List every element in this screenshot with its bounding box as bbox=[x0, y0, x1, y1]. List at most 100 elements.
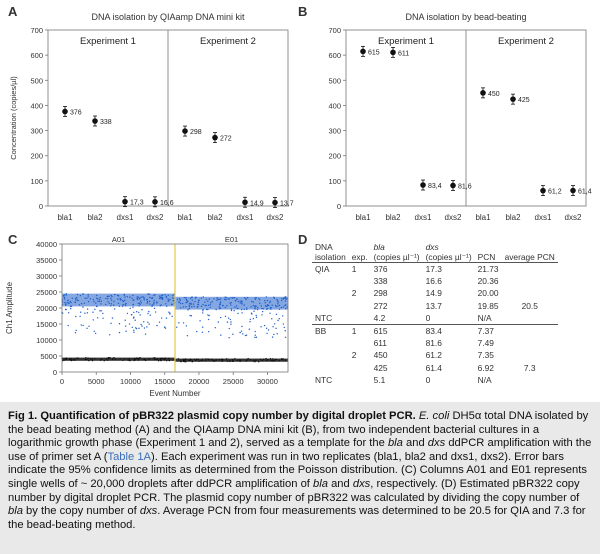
data-point bbox=[540, 187, 546, 194]
droplet bbox=[106, 359, 109, 361]
droplet bbox=[109, 357, 111, 359]
droplet bbox=[285, 308, 287, 310]
droplet bbox=[113, 356, 115, 359]
droplet bbox=[267, 329, 270, 331]
droplet bbox=[217, 321, 219, 323]
x-tick-label: 15000 bbox=[154, 377, 175, 386]
droplet bbox=[229, 302, 231, 304]
droplet bbox=[239, 360, 241, 363]
droplet bbox=[156, 324, 158, 327]
data-label: 615 bbox=[368, 49, 380, 56]
droplet bbox=[257, 307, 259, 309]
droplet bbox=[65, 294, 67, 296]
droplet bbox=[193, 305, 195, 308]
droplet bbox=[168, 359, 170, 361]
droplet bbox=[274, 359, 276, 362]
droplet bbox=[275, 306, 277, 308]
droplet bbox=[207, 308, 209, 311]
droplet bbox=[255, 336, 258, 338]
data-point bbox=[420, 182, 426, 188]
droplet bbox=[269, 312, 271, 314]
droplet bbox=[208, 330, 210, 333]
droplet bbox=[133, 357, 136, 360]
droplet bbox=[159, 357, 162, 360]
droplet bbox=[143, 358, 145, 360]
table-cell-iso bbox=[312, 300, 349, 312]
table-cell-dxs: 0 bbox=[425, 312, 431, 323]
droplet-band bbox=[62, 357, 175, 361]
droplet bbox=[110, 305, 112, 307]
droplet bbox=[191, 306, 193, 308]
droplet bbox=[221, 304, 224, 307]
table-row: NTC 5.1 0 N/A bbox=[312, 374, 558, 386]
droplet bbox=[123, 358, 126, 360]
droplet bbox=[154, 311, 157, 313]
droplet bbox=[89, 298, 92, 300]
droplet bbox=[251, 313, 253, 315]
droplet bbox=[246, 296, 249, 299]
group-label: Experiment 2 bbox=[200, 36, 256, 47]
droplet bbox=[273, 296, 275, 299]
droplet bbox=[140, 300, 142, 302]
droplet bbox=[224, 306, 226, 309]
droplet bbox=[269, 300, 271, 303]
droplet bbox=[80, 324, 82, 326]
droplet bbox=[100, 310, 102, 312]
droplet bbox=[160, 297, 162, 299]
droplet bbox=[160, 304, 162, 306]
droplet bbox=[190, 302, 192, 304]
caption-gene: dxs bbox=[352, 477, 371, 490]
droplet bbox=[211, 359, 213, 361]
droplet bbox=[87, 357, 89, 359]
droplet bbox=[226, 360, 228, 362]
droplet bbox=[239, 300, 241, 302]
droplet bbox=[117, 298, 119, 300]
droplet bbox=[256, 308, 259, 311]
droplet bbox=[243, 308, 246, 311]
droplet bbox=[269, 301, 271, 304]
droplet bbox=[234, 300, 237, 302]
droplet bbox=[121, 300, 124, 302]
table-cell-iso: QIA bbox=[315, 264, 330, 275]
droplet bbox=[284, 300, 287, 302]
droplet bbox=[181, 302, 184, 305]
table-link[interactable]: Table 1A bbox=[107, 450, 152, 463]
table-cell-avg bbox=[502, 275, 558, 287]
droplet bbox=[188, 305, 191, 308]
droplet bbox=[110, 322, 112, 325]
droplet bbox=[202, 310, 204, 312]
droplet bbox=[255, 297, 257, 299]
well-label: E01 bbox=[225, 235, 238, 244]
droplet bbox=[140, 302, 142, 304]
droplet bbox=[251, 300, 253, 303]
droplet bbox=[208, 298, 211, 300]
droplet bbox=[200, 297, 203, 299]
table-row: 272 13.7 19.85 20.5 bbox=[312, 300, 558, 312]
table-cell-iso bbox=[312, 287, 349, 299]
table-header-row: DNA isolation exp. bla (copies µl⁻¹) dxs (c… bbox=[312, 242, 558, 263]
data-label: 16,6 bbox=[160, 200, 174, 207]
droplet bbox=[284, 297, 286, 299]
droplet bbox=[63, 359, 66, 361]
droplet bbox=[282, 358, 284, 360]
droplet bbox=[265, 357, 267, 360]
droplet bbox=[113, 308, 116, 310]
droplet bbox=[87, 296, 89, 298]
droplet bbox=[98, 300, 101, 303]
droplet bbox=[144, 333, 147, 335]
droplet bbox=[236, 307, 239, 309]
x-tick-label: 30000 bbox=[257, 377, 278, 386]
droplet bbox=[138, 357, 140, 360]
droplet bbox=[274, 304, 277, 307]
droplet bbox=[189, 302, 191, 305]
droplet bbox=[110, 299, 113, 301]
droplet bbox=[259, 302, 261, 305]
caption-text: . Average PCN from four measurements was… bbox=[8, 505, 586, 531]
data-label: 13,7 bbox=[280, 201, 294, 208]
droplet bbox=[108, 302, 111, 304]
y-tick-label: 0 bbox=[39, 202, 43, 211]
droplet bbox=[132, 294, 134, 297]
y-tick-label: 10000 bbox=[36, 336, 57, 345]
droplet bbox=[253, 310, 255, 312]
droplet bbox=[168, 299, 170, 302]
